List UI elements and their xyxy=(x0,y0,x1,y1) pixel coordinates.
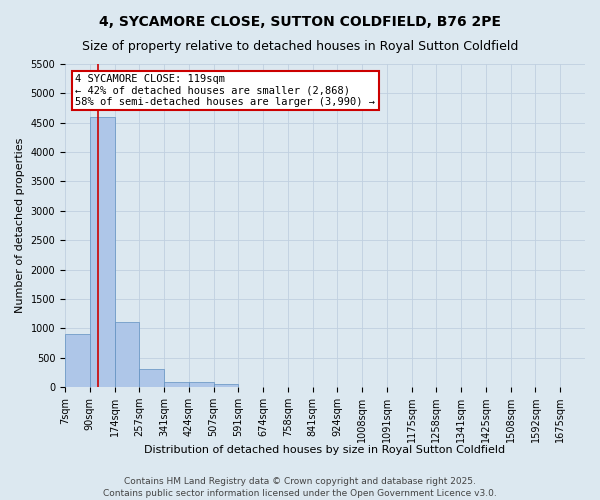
Bar xyxy=(65,334,90,387)
Bar xyxy=(214,384,238,387)
Bar xyxy=(164,382,189,387)
Bar xyxy=(139,370,164,387)
Text: 4 SYCAMORE CLOSE: 119sqm
← 42% of detached houses are smaller (2,868)
58% of sem: 4 SYCAMORE CLOSE: 119sqm ← 42% of detach… xyxy=(76,74,376,107)
Text: Contains HM Land Registry data © Crown copyright and database right 2025.
Contai: Contains HM Land Registry data © Crown c… xyxy=(103,476,497,498)
Bar xyxy=(189,382,214,387)
Bar xyxy=(115,322,139,387)
X-axis label: Distribution of detached houses by size in Royal Sutton Coldfield: Distribution of detached houses by size … xyxy=(145,445,506,455)
Bar xyxy=(90,117,115,387)
Y-axis label: Number of detached properties: Number of detached properties xyxy=(15,138,25,313)
Text: Size of property relative to detached houses in Royal Sutton Coldfield: Size of property relative to detached ho… xyxy=(82,40,518,53)
Text: 4, SYCAMORE CLOSE, SUTTON COLDFIELD, B76 2PE: 4, SYCAMORE CLOSE, SUTTON COLDFIELD, B76… xyxy=(99,15,501,29)
